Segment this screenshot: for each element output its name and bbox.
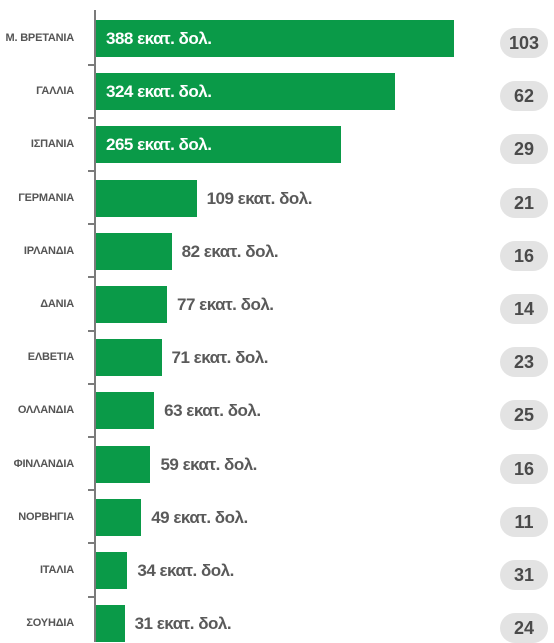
bar (96, 445, 151, 483)
category-label: ΕΛΒΕΤΙΑ (27, 351, 74, 364)
value-label: 324 εκατ. δολ. (106, 82, 212, 102)
category-label: ΦΙΝΛΑΝΔΙΑ (13, 457, 75, 470)
category-label: ΔΑΝΙΑ (40, 298, 74, 310)
category-label: ΟΛΛΑΝΔΙΑ (17, 404, 74, 417)
value-label: 59 εκατ. δολ. (160, 454, 257, 474)
axis-tick (88, 435, 96, 438)
rank-badge: 103 (500, 28, 548, 58)
bar (96, 126, 341, 164)
rank-badge: 31 (500, 560, 548, 590)
axis-tick (88, 63, 96, 66)
bar (96, 552, 128, 589)
rank-badge: 29 (500, 134, 548, 165)
value-label: 82 εκατ. δολ. (181, 241, 279, 261)
category-label: ΙΣΠΑΝΙΑ (30, 138, 74, 151)
rank-badge: 21 (500, 187, 548, 218)
rank-badge: 62 (500, 81, 548, 112)
bar (96, 498, 142, 536)
value-label: 109 εκατ. δολ. (206, 188, 313, 208)
bar (96, 286, 168, 323)
value-label: 265 εκατ. δολ. (106, 135, 212, 155)
category-label: Μ. ΒΡΕΤΑΝΙΑ (5, 32, 75, 44)
axis-tick (88, 116, 96, 119)
axis-tick (88, 276, 96, 279)
bar (96, 339, 162, 377)
axis-tick (88, 169, 96, 172)
rank-badge: 14 (500, 294, 548, 324)
axis-tick (88, 595, 96, 598)
axis-tick (88, 382, 96, 385)
category-label: ΙΤΑΛΙΑ (39, 564, 74, 576)
value-label: 71 εκατ. δολ. (171, 348, 269, 368)
rank-badge: 16 (500, 240, 548, 271)
value-label: 388 εκατ. δολ. (106, 29, 212, 48)
category-label: ΝΟΡΒΗΓΙΑ (18, 510, 74, 523)
rank-badge: 24 (500, 613, 548, 643)
bar (96, 232, 172, 270)
value-label: 31 εκατ. δολ. (134, 614, 232, 634)
value-label: 77 εκατ. δολ. (177, 295, 274, 314)
category-label: ΓΕΡΜΑΝΙΑ (18, 191, 74, 204)
rank-badge: 16 (500, 453, 548, 484)
bar (96, 605, 125, 643)
bar (96, 179, 197, 217)
axis-tick (88, 329, 96, 332)
category-label: ΓΑΛΛΙΑ (36, 85, 74, 98)
category-axis-line (94, 10, 96, 642)
value-label: 63 εκατ. δολ. (164, 401, 261, 421)
category-label: ΣΟΥΗΔΙΑ (26, 617, 74, 630)
value-label: 49 εκατ. δολ. (151, 507, 248, 527)
axis-tick (88, 223, 96, 226)
bar (96, 20, 454, 57)
rank-badge: 11 (500, 506, 548, 537)
category-label: ΙΡΛΑΝΔΙΑ (23, 244, 74, 257)
bar (96, 392, 155, 430)
value-label: 34 εκατ. δολ. (137, 561, 234, 580)
axis-tick (88, 489, 96, 492)
rank-badge: 25 (500, 400, 548, 431)
rank-badge: 23 (500, 347, 548, 378)
axis-tick (88, 542, 96, 545)
bar (96, 73, 395, 111)
